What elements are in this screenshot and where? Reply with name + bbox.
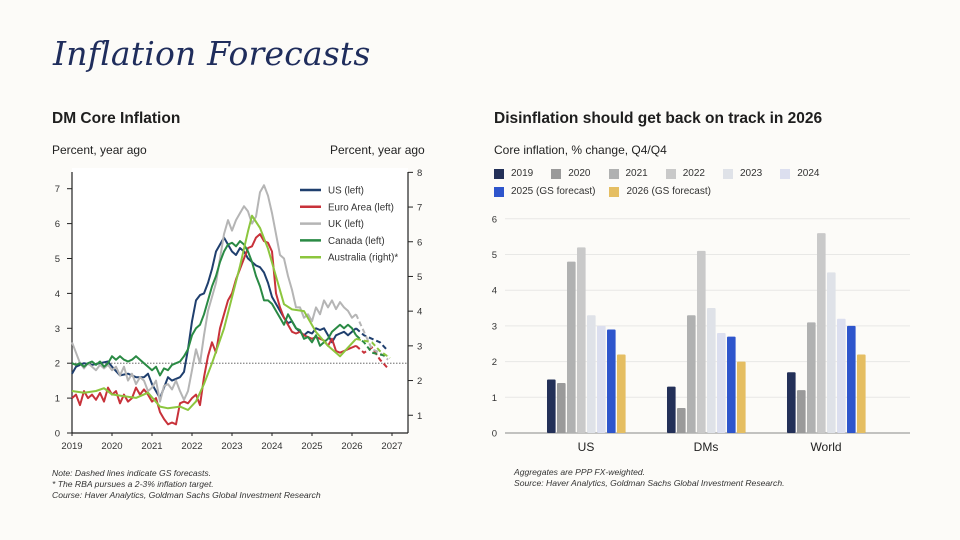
legend-label: UK (left) [328, 219, 364, 230]
legend-label: Australia (right)* [328, 253, 398, 264]
x-tick-label: 2027 [381, 441, 402, 452]
legend-item: 2025 (GS forecast) [494, 186, 595, 197]
legend-swatch [723, 168, 733, 179]
right-y-tick-label: 5 [417, 272, 422, 283]
left-y-tick-label: 2 [55, 359, 60, 370]
x-tick-label: 2026 [341, 441, 362, 452]
legend-label: 2025 (GS forecast) [511, 186, 596, 197]
legend-swatch [608, 168, 619, 179]
legend-label: Euro Area (left) [328, 202, 394, 213]
bar-chart-notes: Aggregates are PPP FX-weighted. Source: … [514, 467, 785, 489]
left-y-tick-label: 0 [55, 429, 60, 440]
x-tick-label: 2021 [141, 441, 162, 452]
x-tick-label: 2023 [221, 441, 242, 452]
series-line-uk-left [71, 184, 357, 403]
x-tick-label: 2020 [101, 441, 122, 452]
note-line: Aggregates are PPP FX-weighted. [514, 467, 646, 477]
legend-label: 2019 [511, 168, 534, 179]
right-y-tick-label: 2 [417, 376, 422, 387]
legend-item: 2021 [608, 168, 648, 179]
legend-label: US (left) [328, 186, 364, 197]
legend-label: 2026 (GS forecast) [626, 186, 711, 197]
left-y-tick-label: 7 [55, 184, 60, 195]
left-axis-label: Percent, year ago [52, 143, 147, 157]
legend-swatch [609, 186, 620, 197]
left-y-tick-label: 5 [55, 254, 60, 265]
right-y-tick-label: 7 [417, 203, 422, 214]
right-y-tick-label: 3 [417, 341, 422, 352]
series-forecast-line-canada-left [355, 334, 389, 358]
series-line-canada-left [71, 240, 357, 377]
x-tick-label: 2022 [181, 441, 202, 452]
bar-chart-title: Disinflation should get back on track in… [494, 110, 823, 127]
legend-swatch [665, 168, 676, 179]
x-tick-label: 2019 [61, 441, 82, 452]
legend-swatch [551, 168, 562, 179]
legend-swatch [494, 186, 504, 197]
right-y-tick-label: 1 [417, 411, 422, 422]
right-y-tick-label: 8 [417, 168, 422, 179]
line-chart-notes: Note: Dashed lines indicate GS forecasts… [52, 468, 321, 501]
legend-item: 2019 [494, 168, 533, 179]
left-y-tick-label: 3 [55, 324, 60, 335]
note-line: Course: Haver Analytics, Goldman Sachs G… [52, 490, 321, 500]
bar-chart-subtitle: Core inflation, % change, Q4/Q4 [494, 143, 667, 157]
left-y-tick-label: 4 [55, 289, 60, 300]
series-forecast-line-us-left [355, 327, 389, 352]
legend-label: Canada (left) [328, 236, 385, 247]
page-title: Inflation Forecasts [53, 34, 371, 73]
note-line: Note: Dashed lines indicate GS forecasts… [52, 468, 212, 478]
left-y-tick-label: 1 [55, 394, 60, 405]
legend-item: 2020 [551, 168, 591, 179]
note-line: * The RBA pursues a 2-3% inflation targe… [52, 479, 214, 489]
legend-swatch [780, 168, 791, 179]
left-y-tick-label: 6 [55, 219, 60, 230]
legend-label: 2022 [682, 168, 705, 179]
legend-item: 2023 [723, 168, 762, 179]
series-forecast-line-australia-right [355, 337, 391, 359]
legend-item: 2022 [665, 168, 705, 179]
note-line: Source: Haver Analytics, Goldman Sachs G… [514, 478, 785, 488]
legend-label: 2021 [625, 168, 648, 179]
legend-item: 2024 [780, 168, 820, 179]
x-tick-label: 2024 [261, 441, 282, 452]
legend-item: 2026 (GS forecast) [609, 186, 711, 197]
right-axis-label: Percent, year ago [330, 143, 425, 157]
x-tick-label: 2025 [301, 441, 322, 452]
legend-label: 2020 [568, 168, 591, 179]
right-y-tick-label: 4 [417, 307, 422, 318]
bar-chart-legend: 2019 2020 2021 2022 2023 2024 2025 (GS foreca… [494, 168, 914, 204]
right-y-tick-label: 6 [417, 237, 422, 248]
legend-label: 2023 [740, 168, 763, 179]
legend-swatch [494, 168, 504, 179]
line-chart-title: DM Core Inflation [52, 110, 181, 127]
legend-label: 2024 [797, 168, 820, 179]
series-line-australia-right [71, 214, 357, 411]
